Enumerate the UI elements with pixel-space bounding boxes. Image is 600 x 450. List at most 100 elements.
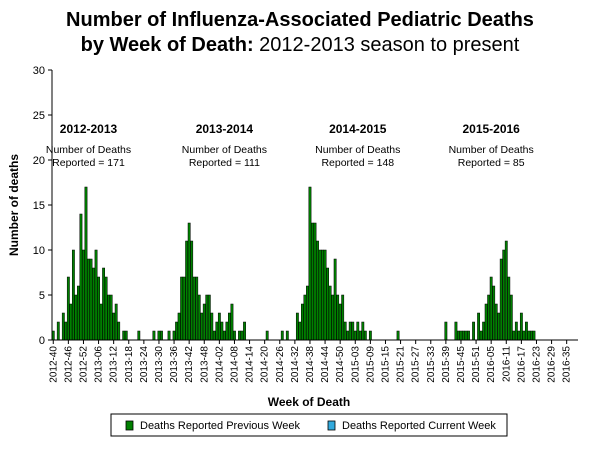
bar — [82, 249, 85, 341]
y-tick-label: 5 — [39, 290, 45, 302]
bar — [94, 249, 98, 341]
bar — [172, 330, 176, 341]
bar — [202, 303, 206, 341]
x-tick-label: 2015-51 — [471, 346, 482, 383]
bar — [464, 330, 468, 341]
bar — [265, 330, 269, 341]
x-tick-label: 2015-45 — [456, 346, 467, 383]
bar — [212, 330, 216, 341]
bar — [301, 303, 304, 341]
bar — [175, 321, 178, 341]
bar — [489, 276, 493, 341]
bar — [306, 285, 309, 341]
bar — [323, 249, 327, 341]
season-label: 2015-2016 — [462, 122, 520, 136]
bar — [107, 294, 111, 341]
bar — [512, 330, 516, 341]
bar — [507, 276, 511, 341]
chart-title-rest: 2012-2013 season to present — [253, 34, 520, 56]
x-tick-label: 2013-12 — [109, 346, 120, 383]
bar — [92, 267, 95, 341]
y-axis-label: Number of deaths — [7, 154, 21, 256]
bar — [215, 321, 219, 341]
y-tick-label: 30 — [33, 65, 45, 77]
legend-label-previous: Deaths Reported Previous Week — [140, 420, 300, 432]
bar — [61, 312, 65, 341]
legend: Deaths Reported Previous Week Deaths Rep… — [110, 413, 508, 437]
season-label: 2012-2013 — [60, 122, 118, 136]
bar — [240, 330, 244, 341]
bar — [182, 276, 186, 341]
bar — [353, 330, 357, 341]
bar — [200, 312, 204, 341]
bar — [238, 330, 241, 341]
bar — [444, 321, 448, 341]
bar — [197, 294, 201, 341]
season-annotation-line1: Number of Deaths — [46, 144, 131, 156]
x-tick-label: 2013-48 — [199, 346, 210, 383]
x-tick-label: 2014-44 — [320, 346, 331, 383]
bar — [497, 312, 501, 341]
bar — [502, 249, 506, 341]
bar — [494, 303, 498, 341]
bar — [462, 330, 465, 341]
chart-title-bold-part: by Week of Death: — [80, 34, 254, 56]
bar — [137, 330, 141, 341]
y-tick-label: 15 — [33, 200, 45, 212]
bar — [222, 330, 226, 341]
bar — [318, 249, 322, 341]
bar — [338, 303, 342, 341]
legend-box — [110, 413, 508, 437]
bar — [467, 330, 470, 341]
bars-group — [51, 186, 536, 341]
bar — [333, 258, 337, 341]
x-tick-label: 2015-27 — [411, 346, 422, 383]
bar — [361, 321, 365, 341]
x-axis-ticks: 2012-40 2012-46 2012-52 2013-06 2013-12 2013-… — [48, 340, 573, 383]
bar — [303, 294, 307, 341]
bar — [479, 330, 483, 341]
x-tick-label: 2014-38 — [305, 346, 316, 383]
bar — [519, 312, 523, 341]
y-tick-label: 10 — [33, 245, 45, 257]
bar — [228, 312, 231, 341]
bar — [457, 330, 460, 341]
bar — [185, 240, 189, 341]
bar — [341, 294, 345, 341]
bar — [487, 294, 491, 341]
legend-swatch-previous — [125, 420, 134, 431]
bar — [243, 321, 246, 341]
legend-swatch-current — [327, 420, 336, 431]
x-tick-label: 2013-06 — [94, 346, 105, 383]
x-tick-label: 2014-32 — [290, 346, 301, 383]
bar — [102, 267, 106, 341]
bar — [509, 294, 513, 341]
bar — [482, 321, 486, 341]
season-annotation-line1: Number of Deaths — [449, 144, 534, 156]
x-tick-label: 2014-02 — [214, 346, 225, 383]
bar — [190, 240, 194, 341]
x-tick-label: 2016-29 — [547, 346, 558, 383]
season-annotation-line2: Reported = 148 — [321, 157, 394, 169]
x-tick-label: 2013-42 — [184, 346, 195, 383]
x-tick-label: 2015-39 — [441, 346, 452, 383]
x-tick-label: 2016-05 — [486, 346, 497, 383]
bar — [210, 312, 214, 341]
bar — [499, 258, 503, 341]
bar — [328, 285, 332, 341]
bar — [195, 276, 199, 341]
bar — [56, 321, 60, 341]
bar — [114, 303, 118, 341]
chart-title-line1: Number of Influenza-Associated Pediatric… — [66, 9, 534, 31]
bar — [79, 213, 83, 341]
y-tick-label: 0 — [39, 335, 45, 347]
bar — [346, 330, 350, 341]
bar — [217, 312, 221, 341]
bar — [280, 330, 284, 341]
x-tick-label: 2012-52 — [78, 346, 89, 383]
x-tick-label: 2016-35 — [562, 346, 573, 383]
bar — [177, 312, 181, 341]
x-tick-label: 2012-40 — [48, 346, 59, 383]
bar — [492, 285, 496, 341]
season-annotation-line2: Reported = 111 — [189, 157, 260, 169]
